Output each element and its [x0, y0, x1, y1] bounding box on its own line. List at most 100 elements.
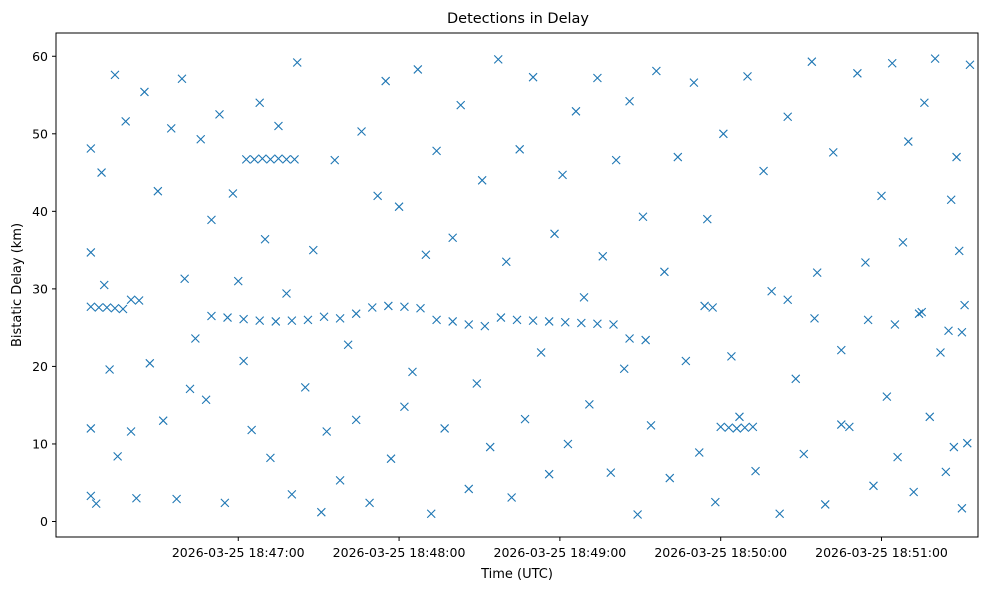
data-point-marker: [633, 510, 642, 519]
data-point-marker: [432, 146, 441, 156]
data-point-marker: [357, 127, 366, 136]
data-point-marker: [909, 487, 919, 497]
data-point-marker: [102, 303, 112, 312]
data-point-marker: [266, 154, 275, 164]
data-point-marker: [255, 316, 265, 326]
data-point-marker: [94, 303, 104, 312]
data-point-marker: [563, 439, 573, 449]
data-point-marker: [941, 467, 951, 477]
data-point-marker: [145, 358, 155, 368]
data-point-marker: [287, 489, 297, 499]
data-point-marker: [185, 384, 195, 394]
y-tick-label: 10: [32, 436, 48, 451]
data-point-marker: [416, 303, 425, 313]
data-point-marker: [241, 154, 251, 164]
data-point-marker: [383, 301, 393, 311]
data-point-marker: [732, 424, 742, 433]
data-point-marker: [257, 154, 267, 164]
data-point-marker: [882, 392, 892, 402]
data-point-marker: [373, 191, 383, 201]
data-point-marker: [965, 60, 975, 70]
data-point-marker: [920, 98, 929, 108]
data-point-marker: [365, 498, 374, 508]
data-point-marker: [426, 509, 436, 519]
data-point-marker: [863, 315, 873, 325]
data-point-marker: [783, 295, 793, 305]
data-point-marker: [86, 144, 96, 153]
data-point-marker: [544, 317, 554, 326]
data-point-marker: [290, 154, 299, 164]
data-point-marker: [702, 214, 712, 224]
data-point-marker: [480, 321, 490, 331]
data-point-marker: [386, 454, 396, 464]
data-point-marker: [820, 500, 830, 509]
data-point-marker: [421, 250, 431, 260]
data-point-marker: [893, 452, 902, 462]
data-point-marker: [887, 58, 897, 68]
data-point-marker: [791, 374, 801, 384]
data-point-marker: [619, 364, 629, 374]
data-point-marker: [869, 481, 878, 491]
data-point-marker: [576, 318, 586, 328]
y-tick-label: 30: [32, 281, 48, 296]
data-point-marker: [400, 402, 409, 412]
data-point-marker: [464, 320, 474, 329]
data-point-marker: [335, 476, 345, 485]
data-point-marker: [646, 420, 656, 430]
data-point-marker: [606, 468, 616, 478]
data-point-marker: [716, 422, 726, 432]
data-point-marker: [700, 301, 710, 311]
data-point-marker: [282, 154, 291, 164]
data-point-marker: [651, 66, 661, 76]
data-point-marker: [625, 334, 634, 343]
data-point-marker: [177, 74, 187, 84]
data-point-marker: [783, 112, 793, 122]
data-point-marker: [673, 152, 683, 162]
data-point-marker: [351, 415, 361, 425]
data-point-marker: [228, 189, 238, 198]
data-point-marker: [767, 286, 777, 296]
data-point-marker: [134, 296, 144, 305]
data-point-marker: [735, 412, 744, 422]
data-point-marker: [759, 166, 768, 176]
data-point-marker: [512, 315, 522, 325]
data-point-marker: [233, 276, 243, 286]
data-point-marker: [558, 170, 567, 180]
x-tick-label: 2026-03-25 18:47:00: [172, 545, 305, 560]
y-axis-title: Bistatic Delay (km): [10, 223, 25, 347]
data-point-marker: [718, 129, 728, 139]
data-point-marker: [751, 466, 760, 476]
data-point-marker: [810, 313, 819, 323]
data-point-marker: [689, 78, 699, 88]
x-axis-title: Time (UTC): [480, 567, 553, 582]
data-point-marker: [249, 154, 259, 164]
data-point-marker: [496, 313, 506, 322]
data-point-marker: [223, 313, 232, 322]
data-point-marker: [319, 312, 329, 322]
data-point-marker: [799, 449, 809, 459]
data-point-marker: [220, 498, 230, 508]
data-point-marker: [343, 340, 353, 350]
data-point-marker: [949, 442, 959, 452]
data-point-marker: [593, 73, 602, 83]
data-point-marker: [954, 246, 964, 256]
data-point-marker: [158, 416, 168, 426]
x-tick-label: 2026-03-25 18:49:00: [494, 545, 627, 560]
data-point-marker: [110, 70, 120, 80]
data-point-marker: [844, 422, 854, 432]
data-point-marker: [132, 493, 141, 503]
data-point-marker: [351, 309, 361, 319]
data-point-marker: [113, 451, 123, 461]
data-point-marker: [432, 315, 441, 325]
data-point-marker: [641, 335, 651, 345]
data-point-marker: [118, 304, 128, 314]
y-tick-label: 50: [32, 126, 48, 141]
data-point-marker: [413, 65, 423, 74]
data-point-marker: [957, 503, 967, 513]
data-point-marker: [97, 168, 106, 177]
data-point-marker: [853, 68, 862, 78]
data-point-marker: [292, 58, 302, 67]
data-point-marker: [448, 317, 458, 326]
data-point-marker: [952, 152, 961, 162]
data-point-marker: [274, 154, 283, 164]
